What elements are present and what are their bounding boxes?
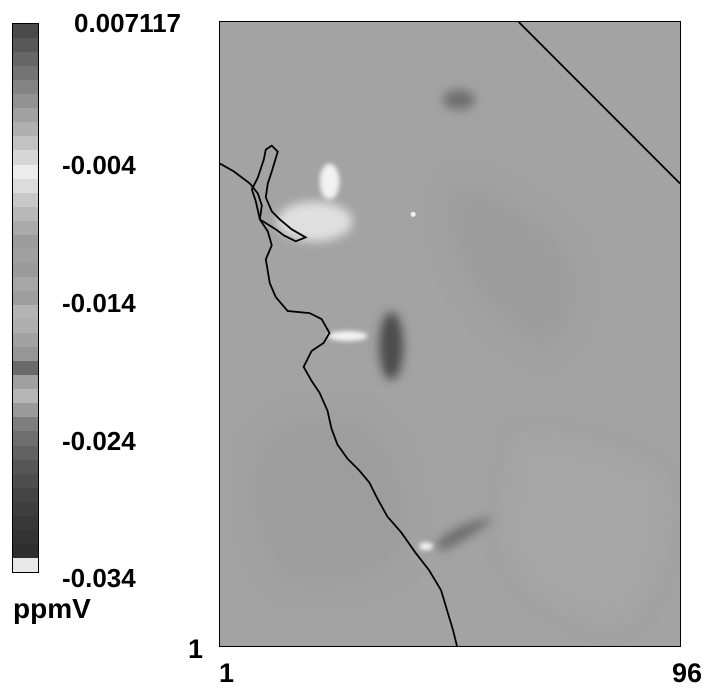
colorbar-band bbox=[13, 136, 38, 153]
colorbar-band bbox=[13, 515, 38, 532]
colorbar-band bbox=[13, 178, 38, 195]
colorbar-band bbox=[13, 248, 38, 265]
colorbar-band bbox=[13, 164, 38, 181]
colorbar-band bbox=[13, 24, 38, 40]
colorbar-band bbox=[13, 94, 38, 110]
colorbar-label-2: -0.004 bbox=[62, 150, 136, 180]
colorbar-band bbox=[13, 445, 38, 462]
colorbar-band bbox=[13, 206, 38, 223]
light-plume-bay-core bbox=[319, 163, 340, 200]
colorbar-band bbox=[13, 487, 38, 504]
colorbar-label-max: 0.007117 bbox=[74, 8, 182, 38]
colorbar-band bbox=[13, 290, 38, 307]
colorbar-label-min: -0.034 bbox=[62, 563, 136, 593]
dark-patch-southwest bbox=[253, 414, 405, 587]
border-line-northeast bbox=[518, 22, 680, 185]
diffuse-regions bbox=[253, 181, 660, 621]
colorbar-band bbox=[13, 333, 38, 349]
colorbar-band bbox=[13, 38, 38, 54]
concentration-map bbox=[219, 21, 681, 647]
colorbar bbox=[12, 23, 39, 573]
light-plume-bay bbox=[276, 201, 353, 242]
boundary-lines bbox=[220, 22, 680, 646]
colorbar-label-3: -0.014 bbox=[62, 288, 136, 318]
colorbar-band bbox=[13, 220, 38, 237]
colorbar-band bbox=[13, 150, 38, 167]
x-axis-max-label: 96 bbox=[672, 658, 703, 688]
colorbar-band bbox=[13, 459, 38, 476]
colorbar-band bbox=[13, 389, 38, 406]
light-streak-center bbox=[327, 331, 368, 341]
colorbar-band bbox=[13, 262, 38, 279]
colorbar-band bbox=[13, 361, 38, 377]
light-dot-center bbox=[410, 211, 416, 217]
colorbar-band bbox=[13, 305, 38, 321]
colorbar-band bbox=[13, 319, 38, 335]
colorbar-band bbox=[13, 431, 38, 448]
colorbar-band bbox=[13, 192, 38, 209]
colorbar-band bbox=[13, 66, 38, 82]
colorbar-band bbox=[13, 276, 38, 293]
dark-plume-south bbox=[434, 518, 494, 551]
colorbar-band bbox=[13, 473, 38, 490]
colorbar-band bbox=[13, 529, 38, 546]
colorbar-band bbox=[13, 52, 38, 68]
colorbar-label-4: -0.024 bbox=[62, 426, 136, 456]
dark-plume-center bbox=[379, 312, 404, 380]
colorbar-band bbox=[13, 108, 38, 124]
colorbar-band bbox=[13, 417, 38, 434]
light-spot-south bbox=[419, 542, 434, 551]
colorbar-band bbox=[13, 375, 38, 391]
x-axis-min-label: 1 bbox=[219, 658, 235, 688]
colorbar-band bbox=[13, 403, 38, 420]
colorbar-unit-label: ppmV bbox=[13, 593, 91, 624]
colorbar-band bbox=[13, 122, 38, 139]
map-canvas bbox=[220, 22, 680, 646]
light-patch-southeast bbox=[508, 440, 660, 621]
colorbar-band bbox=[13, 347, 38, 363]
colorbar-band bbox=[13, 543, 38, 560]
colorbar-band bbox=[13, 501, 38, 518]
dark-patch-east bbox=[449, 181, 576, 351]
y-axis-min-label: 1 bbox=[188, 634, 204, 664]
colorbar-band bbox=[13, 80, 38, 96]
dark-spot-north bbox=[443, 89, 475, 110]
coastline-inlet bbox=[250, 144, 308, 243]
colorbar-band bbox=[13, 234, 38, 251]
colorbar-band bbox=[13, 557, 38, 572]
coastline bbox=[220, 162, 458, 646]
